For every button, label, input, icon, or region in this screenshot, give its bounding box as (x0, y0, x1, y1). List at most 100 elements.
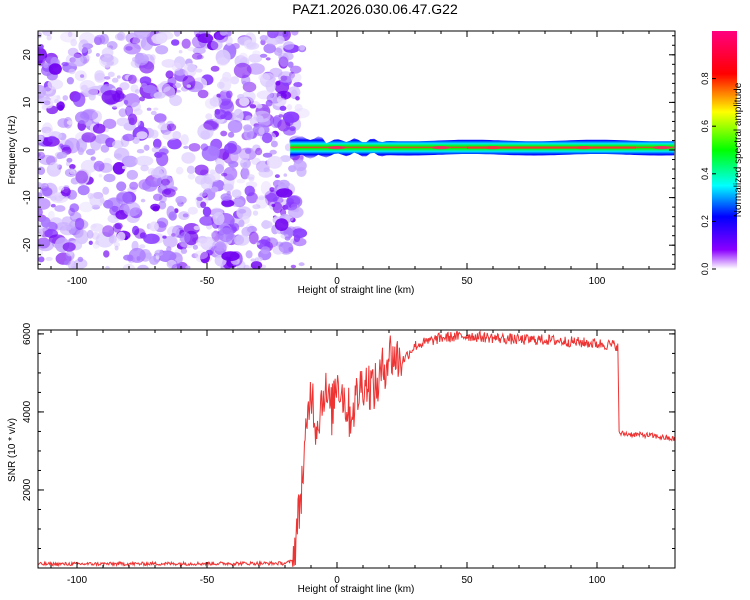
noise-blob (196, 196, 203, 201)
noise-blob (171, 263, 184, 269)
noise-blob (194, 250, 209, 260)
noise-blob (290, 264, 297, 269)
noise-blob (280, 155, 291, 163)
noise-blob (151, 146, 161, 153)
noise-blob (253, 110, 271, 123)
x-tick-label: -100 (67, 575, 87, 586)
noise-blob (101, 90, 121, 105)
spectrogram-y-ticks: -20 -10 0 10 20 (22, 35, 675, 265)
noise-blob (233, 62, 252, 79)
colorbar-label: Normalized spectral amplitude (733, 82, 744, 217)
noise-blob (103, 199, 114, 209)
noise-blob (278, 56, 289, 69)
noise-blob (77, 256, 84, 262)
noise-blob (98, 174, 103, 178)
noise-blob (187, 173, 196, 180)
noise-blob (57, 104, 64, 111)
noise-blob (116, 75, 121, 79)
noise-blob (216, 57, 229, 67)
noise-blob (183, 145, 189, 149)
noise-blob (210, 39, 223, 51)
noise-blob (210, 186, 219, 193)
noise-blob (140, 164, 149, 172)
snr-x-ticks: -100 -50 0 50 100 (50, 330, 676, 586)
noise-blob (108, 229, 116, 239)
noise-blob (102, 186, 110, 195)
noise-blob (104, 76, 111, 80)
noise-blob (78, 39, 90, 53)
noise-blob (80, 159, 98, 173)
noise-blob (231, 189, 242, 199)
noise-blob (153, 107, 159, 111)
noise-blob (272, 202, 283, 214)
colorbar-tick-label: 0.2 (700, 215, 710, 228)
noise-blob (248, 231, 259, 245)
x-tick-label: -100 (67, 276, 87, 287)
noise-blob (252, 210, 259, 216)
noise-blob (210, 65, 220, 72)
noise-blob (81, 132, 96, 143)
noise-blob (103, 173, 116, 183)
noise-blob (50, 196, 57, 201)
noise-blob (123, 201, 141, 217)
noise-blob (119, 82, 130, 91)
noise-blob (56, 151, 68, 159)
noise-blob (270, 140, 278, 148)
noise-blob (61, 61, 69, 67)
noise-blob (130, 84, 139, 93)
noise-blob (243, 126, 254, 141)
noise-blob (267, 155, 283, 169)
noise-blob (153, 91, 166, 99)
noise-blob (113, 242, 121, 248)
noise-blob (162, 131, 180, 141)
noise-blob (243, 264, 250, 269)
noise-blob (108, 234, 117, 244)
noise-blob (134, 228, 146, 239)
noise-blob (75, 111, 90, 124)
noise-blob (178, 50, 183, 54)
noise-blob (274, 218, 289, 232)
noise-blob (179, 231, 191, 244)
noise-blob (50, 203, 56, 208)
noise-blob (102, 118, 117, 129)
noise-blob (86, 229, 94, 239)
noise-blob (126, 169, 138, 180)
noise-blob (182, 213, 189, 218)
noise-blob (85, 148, 96, 156)
noise-blob (105, 265, 110, 269)
noise-blob (276, 188, 293, 198)
noise-blob (115, 87, 123, 95)
noise-blob (107, 71, 115, 78)
signal-hotspot (328, 146, 346, 150)
noise-blob (185, 265, 191, 269)
spectrogram-x-ticks: -100 -50 0 50 100 (50, 31, 676, 287)
noise-blob (171, 62, 182, 71)
noise-blob (102, 46, 113, 58)
noise-blob (90, 156, 96, 161)
noise-blob (299, 45, 305, 51)
noise-blob (114, 245, 119, 251)
noise-blob (244, 185, 255, 197)
noise-blob (162, 235, 167, 239)
noise-blob (238, 219, 245, 228)
noise-blob (38, 237, 51, 249)
signal-hotspot (653, 146, 671, 150)
noise-blob (67, 260, 77, 269)
noise-blob (143, 233, 160, 244)
noise-blob (75, 229, 89, 245)
noise-blob (199, 215, 215, 226)
noise-blob (66, 120, 73, 125)
noise-blob (197, 33, 214, 44)
noise-blob (209, 96, 222, 107)
signal-hotspot (432, 146, 450, 150)
noise-blob (222, 183, 234, 191)
noise-blob (216, 81, 225, 89)
noise-blob (118, 108, 128, 117)
snr-series-line (38, 330, 675, 568)
noise-blob (261, 132, 273, 144)
noise-blob (69, 170, 76, 175)
noise-blob (294, 103, 303, 112)
noise-blob (47, 79, 64, 90)
noise-blob (272, 196, 284, 204)
noise-blob (55, 222, 72, 231)
